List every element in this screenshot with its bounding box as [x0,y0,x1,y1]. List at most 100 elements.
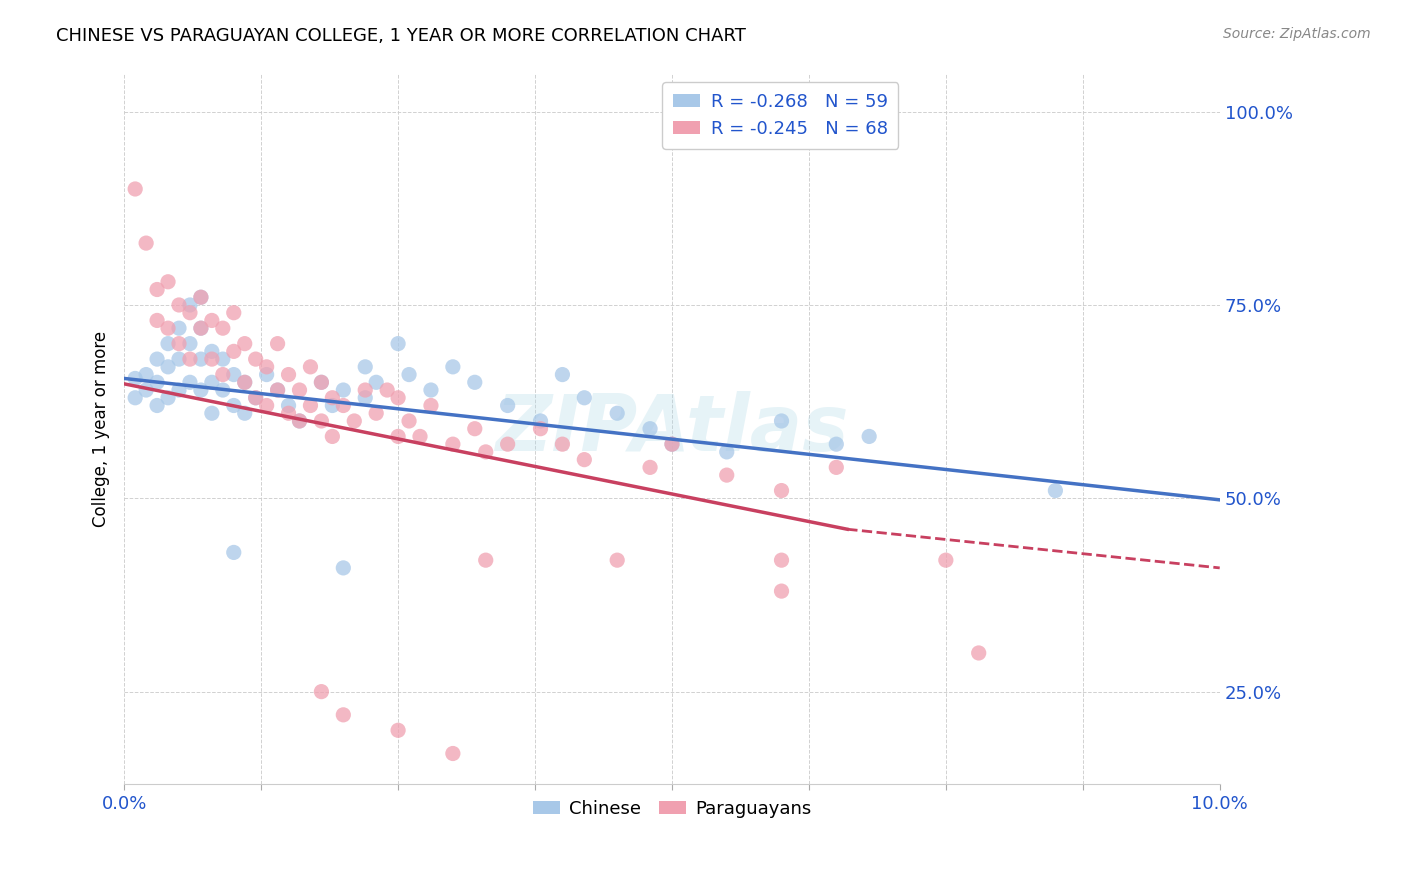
Point [464,422,486,436]
Point [375,383,398,397]
Point [266,336,288,351]
Point [661,437,683,451]
Point [398,368,420,382]
Point [190,352,212,367]
Point [825,460,848,475]
Point [211,321,233,335]
Point [574,391,596,405]
Point [661,437,683,451]
Point [496,437,519,451]
Point [179,306,201,320]
Point [179,298,201,312]
Point [146,376,169,390]
Point [190,321,212,335]
Point [190,383,212,397]
Point [288,414,311,428]
Point [354,359,377,374]
Point [201,376,224,390]
Point [277,368,299,382]
Point [716,468,738,483]
Point [288,414,311,428]
Point [266,383,288,397]
Point [332,399,354,413]
Point [157,359,180,374]
Point [858,429,880,443]
Point [201,406,224,420]
Point [222,306,245,320]
Point [441,437,464,451]
Point [245,391,267,405]
Point [211,368,233,382]
Point [167,383,190,397]
Point [496,399,519,413]
Point [211,352,233,367]
Point [606,406,628,420]
Text: ZIPAtlas: ZIPAtlas [495,391,849,467]
Point [770,414,793,428]
Point [146,352,169,367]
Point [354,391,377,405]
Point [233,376,256,390]
Point [311,414,333,428]
Point [256,399,278,413]
Point [179,352,201,367]
Point [311,376,333,390]
Point [201,344,224,359]
Point [441,747,464,761]
Point [157,275,180,289]
Point [299,399,322,413]
Point [167,298,190,312]
Point [321,391,343,405]
Point [135,236,157,251]
Point [157,321,180,335]
Point [266,383,288,397]
Point [420,399,443,413]
Point [233,406,256,420]
Point [190,321,212,335]
Point [366,376,388,390]
Point [366,406,388,420]
Point [638,460,661,475]
Point [201,352,224,367]
Point [256,359,278,374]
Point [124,371,146,385]
Point [474,445,496,459]
Point [638,422,661,436]
Point [409,429,432,443]
Point [770,553,793,567]
Point [167,352,190,367]
Point [1045,483,1067,498]
Point [332,707,354,722]
Point [551,437,574,451]
Point [211,383,233,397]
Point [233,336,256,351]
Point [574,452,596,467]
Point [222,399,245,413]
Point [167,321,190,335]
Point [464,376,486,390]
Point [606,553,628,567]
Point [967,646,990,660]
Point [321,429,343,443]
Point [387,391,409,405]
Point [770,584,793,599]
Point [190,290,212,304]
Point [201,313,224,327]
Point [311,684,333,698]
Point [288,383,311,397]
Point [529,422,551,436]
Point [332,561,354,575]
Point [299,359,322,374]
Point [135,383,157,397]
Point [135,368,157,382]
Point [387,723,409,738]
Y-axis label: College, 1 year or more: College, 1 year or more [93,331,110,527]
Point [441,359,464,374]
Point [529,414,551,428]
Point [179,376,201,390]
Point [146,399,169,413]
Point [474,553,496,567]
Text: Source: ZipAtlas.com: Source: ZipAtlas.com [1223,27,1371,41]
Point [716,445,738,459]
Point [321,399,343,413]
